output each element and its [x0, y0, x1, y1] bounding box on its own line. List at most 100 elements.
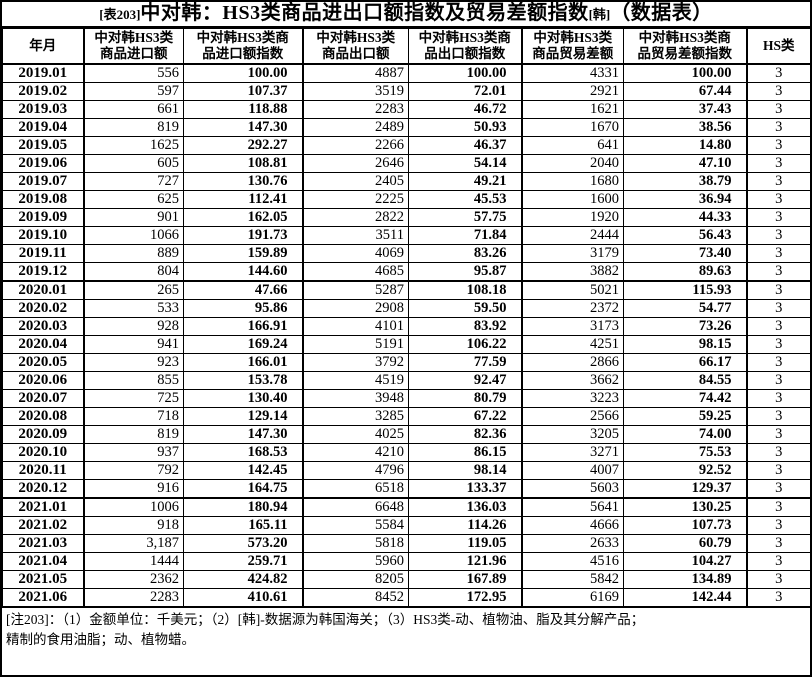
table-row: 2020.04 941 169.24 5191 106.22 4251 98.15 3 — [2, 334, 810, 354]
cell-hs-class: 3 — [745, 243, 810, 263]
table-row: 2021.04 1444 259.71 5960 121.96 4516 104.27 3 — [2, 551, 810, 571]
cell-balance-value: 4331 — [520, 63, 624, 83]
cell-import-index: 147.30 — [183, 117, 303, 137]
cell-export-index: 95.87 — [408, 261, 522, 281]
table-row: 2020.12 916 164.75 6518 133.37 5603 129.37 3 — [2, 478, 810, 498]
cell-export-value: 3948 — [301, 388, 409, 408]
table-row: 2020.05 923 166.01 3792 77.59 2866 66.17 3 — [2, 352, 810, 372]
cell-export-value: 2283 — [301, 99, 409, 119]
cell-export-value: 4796 — [301, 460, 409, 480]
cell-export-index: 50.93 — [408, 117, 522, 137]
header-year-month: 年月 — [2, 28, 84, 65]
cell-balance-index: 129.37 — [623, 478, 747, 498]
cell-year-month: 2019.11 — [2, 243, 84, 263]
cell-balance-index: 115.93 — [623, 279, 747, 300]
cell-balance-index: 134.89 — [623, 569, 747, 589]
title-suffix-text: （数据表） — [610, 2, 713, 24]
cell-balance-index: 60.79 — [623, 533, 747, 553]
cell-hs-class: 3 — [745, 207, 810, 227]
cell-hs-class: 3 — [745, 442, 810, 462]
cell-export-value: 5960 — [301, 551, 409, 571]
cell-import-index: 162.05 — [183, 207, 303, 227]
header-export-index: 中对韩HS3类商 品出口额指数 — [408, 28, 522, 65]
table-row: 2019.05 1625 292.27 2266 46.37 641 14.80 3 — [2, 135, 810, 155]
cell-balance-value: 4666 — [520, 515, 624, 535]
cell-year-month: 2020.10 — [2, 442, 84, 462]
table-row: 2020.11 792 142.45 4796 98.14 4007 92.52 3 — [2, 460, 810, 480]
cell-export-index: 46.37 — [408, 135, 522, 155]
cell-balance-value: 6169 — [520, 587, 624, 608]
cell-balance-value: 3179 — [520, 243, 624, 263]
header-export-value: 中对韩HS3类 商品出口额 — [301, 28, 409, 65]
cell-export-index: 121.96 — [408, 551, 522, 571]
cell-year-month: 2020.06 — [2, 370, 84, 390]
table-row: 2019.12 804 144.60 4685 95.87 3882 89.63 3 — [2, 261, 810, 281]
cell-import-index: 95.86 — [183, 298, 303, 318]
cell-balance-value: 2040 — [520, 153, 624, 173]
cell-import-index: 112.41 — [183, 189, 303, 209]
cell-balance-value: 2444 — [520, 225, 624, 245]
cell-export-index: 98.14 — [408, 460, 522, 480]
cell-export-value: 4887 — [301, 63, 409, 83]
cell-balance-value: 2921 — [520, 81, 624, 101]
cell-hs-class: 3 — [745, 189, 810, 209]
cell-import-index: 410.61 — [183, 587, 303, 608]
cell-import-index: 47.66 — [183, 279, 303, 300]
cell-balance-value: 641 — [520, 135, 624, 155]
cell-hs-class: 3 — [745, 515, 810, 535]
cell-balance-index: 130.25 — [623, 496, 747, 517]
cell-import-index: 153.78 — [183, 370, 303, 390]
cell-export-value: 2646 — [301, 153, 409, 173]
cell-export-value: 4025 — [301, 424, 409, 444]
cell-import-value: 2362 — [82, 569, 184, 589]
cell-year-month: 2019.02 — [2, 81, 84, 101]
cell-import-index: 191.73 — [183, 225, 303, 245]
header-balance-value: 中对韩HS3类 商品贸易差额 — [520, 28, 624, 65]
cell-import-value: 727 — [82, 171, 184, 191]
cell-balance-index: 54.77 — [623, 298, 747, 318]
cell-hs-class: 3 — [745, 533, 810, 553]
header-import-value: 中对韩HS3类 商品进口额 — [82, 28, 184, 65]
cell-year-month: 2021.04 — [2, 551, 84, 571]
trade-index-table: 年月 中对韩HS3类 商品进口额 中对韩HS3类商 品进口额指数 中对韩HS3类… — [2, 28, 810, 608]
cell-balance-index: 38.56 — [623, 117, 747, 137]
cell-balance-value: 4516 — [520, 551, 624, 571]
cell-balance-value: 2633 — [520, 533, 624, 553]
cell-import-value: 855 — [82, 370, 184, 390]
cell-export-value: 4685 — [301, 261, 409, 281]
cell-hs-class: 3 — [745, 135, 810, 155]
cell-import-value: 725 — [82, 388, 184, 408]
cell-export-index: 133.37 — [408, 478, 522, 498]
cell-import-value: 937 — [82, 442, 184, 462]
table-row: 2020.07 725 130.40 3948 80.79 3223 74.42 3 — [2, 388, 810, 408]
cell-balance-value: 4251 — [520, 334, 624, 354]
cell-year-month: 2020.02 — [2, 298, 84, 318]
table-row: 2021.02 918 165.11 5584 114.26 4666 107.73 3 — [2, 515, 810, 535]
cell-hs-class: 3 — [745, 153, 810, 173]
cell-import-index: 130.40 — [183, 388, 303, 408]
cell-balance-index: 84.55 — [623, 370, 747, 390]
cell-hs-class: 3 — [745, 587, 810, 608]
table-row: 2020.01 265 47.66 5287 108.18 5021 115.93 3 — [2, 279, 810, 300]
cell-balance-index: 142.44 — [623, 587, 747, 608]
cell-import-index: 180.94 — [183, 496, 303, 517]
cell-import-value: 918 — [82, 515, 184, 535]
cell-balance-value: 5842 — [520, 569, 624, 589]
cell-export-value: 5584 — [301, 515, 409, 535]
cell-export-value: 3285 — [301, 406, 409, 426]
cell-hs-class: 3 — [745, 171, 810, 191]
table-row: 2019.07 727 130.76 2405 49.21 1680 38.79 3 — [2, 171, 810, 191]
cell-export-value: 5191 — [301, 334, 409, 354]
cell-year-month: 2019.06 — [2, 153, 84, 173]
cell-export-value: 6648 — [301, 496, 409, 517]
cell-year-month: 2021.01 — [2, 496, 84, 517]
cell-year-month: 2020.07 — [2, 388, 84, 408]
cell-balance-index: 98.15 — [623, 334, 747, 354]
header-import-index: 中对韩HS3类商 品进口额指数 — [183, 28, 303, 65]
cell-year-month: 2019.09 — [2, 207, 84, 227]
cell-export-index: 80.79 — [408, 388, 522, 408]
cell-import-index: 100.00 — [183, 63, 303, 83]
cell-import-value: 901 — [82, 207, 184, 227]
cell-import-index: 169.24 — [183, 334, 303, 354]
cell-export-index: 92.47 — [408, 370, 522, 390]
